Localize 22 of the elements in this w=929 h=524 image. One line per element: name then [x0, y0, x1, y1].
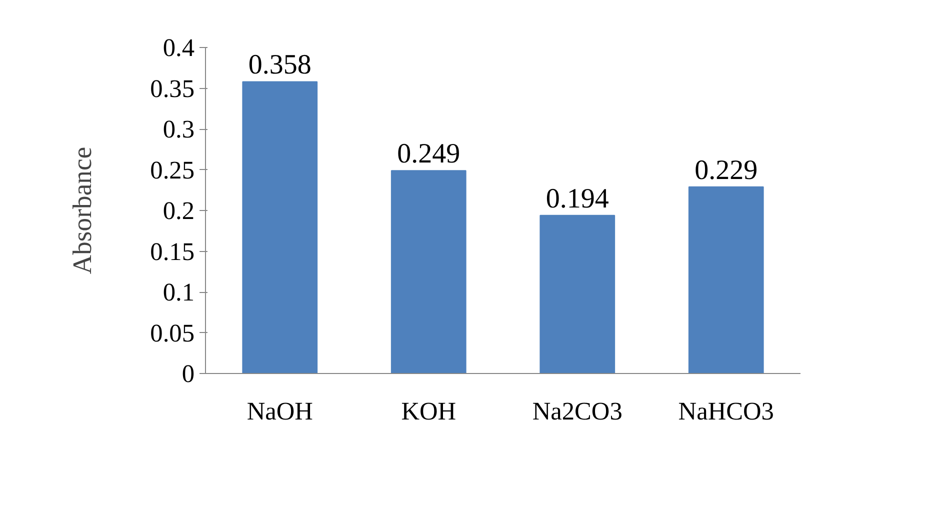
- data-label: 0.194: [546, 183, 609, 214]
- x-tick-label: NaOH: [246, 398, 313, 426]
- bar: [688, 186, 764, 374]
- x-tick-label: KOH: [401, 398, 456, 426]
- y-tick-label: 0.05: [150, 319, 195, 348]
- y-tick-label: 0.15: [150, 238, 195, 266]
- x-tick-label: NaHCO3: [678, 398, 774, 426]
- y-tick-label: 0.2: [162, 197, 195, 225]
- bar: [242, 81, 318, 374]
- bar: [390, 170, 466, 374]
- y-tick-label: 0.1: [162, 278, 195, 306]
- y-tick-label: 0.35: [150, 74, 195, 103]
- data-label: 0.249: [397, 138, 460, 170]
- y-axis-title: Absorbance: [67, 146, 98, 274]
- bar: [540, 214, 616, 374]
- y-tick-label: 0.25: [150, 156, 195, 184]
- y-tick-label: 0: [182, 360, 195, 388]
- x-tick-label: Na2CO3: [532, 398, 622, 426]
- data-label: 0.358: [248, 50, 312, 81]
- data-label: 0.229: [694, 154, 758, 186]
- y-tick-label: 0.4: [162, 34, 195, 62]
- y-tick-label: 0.3: [162, 116, 195, 144]
